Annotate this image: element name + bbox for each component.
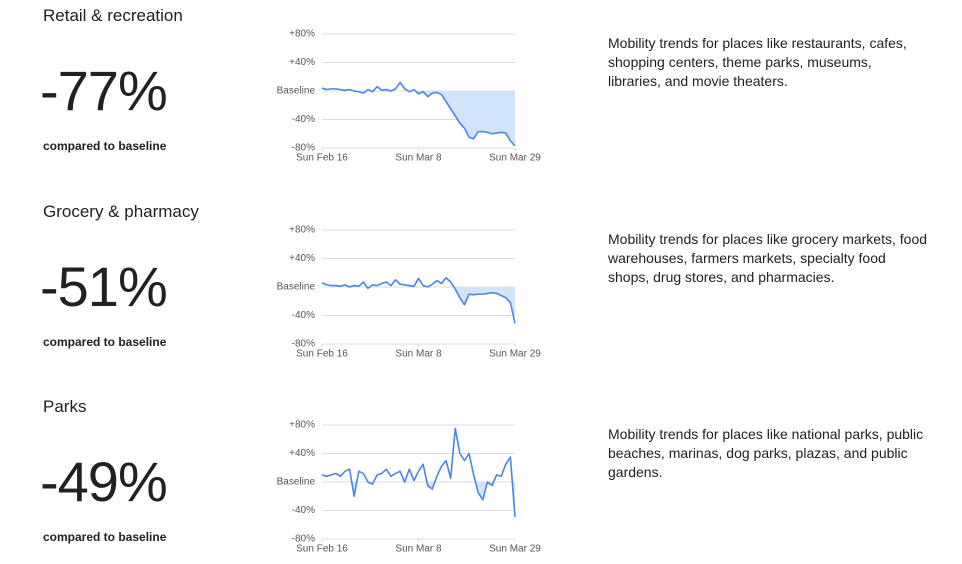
section-title: Grocery & pharmacy xyxy=(43,201,199,221)
y-tick-label: +80% xyxy=(289,420,315,431)
y-tick-label: +80% xyxy=(289,224,315,235)
y-tick-label: +40% xyxy=(289,57,315,68)
description: Mobility trends for places like national… xyxy=(608,426,924,480)
description: Mobility trends for places like grocery … xyxy=(608,230,928,285)
x-tick-label: Sun Mar 29 xyxy=(489,348,541,359)
chart: +80% +40% Baseline -40% -80%Sun Feb 16 Sun Ma… xyxy=(277,420,542,555)
headline-value: -51% xyxy=(40,254,168,318)
headline-value: -77% xyxy=(40,59,168,122)
x-tick-label: Sun Mar 29 xyxy=(489,153,541,164)
section-title: Parks xyxy=(43,397,87,416)
y-tick-label: +80% xyxy=(289,29,315,40)
x-tick-label: Sun Mar 8 xyxy=(395,153,442,164)
area xyxy=(322,286,515,323)
y-tick-label: -40% xyxy=(292,505,315,516)
x-tick-label: Sun Feb 16 xyxy=(296,153,348,164)
headline-subtitle: compared to baseline xyxy=(43,334,167,349)
line xyxy=(321,81,516,147)
y-tick-label: -40% xyxy=(292,114,315,125)
x-tick-label: Sun Feb 16 xyxy=(296,544,348,555)
area xyxy=(322,91,515,146)
x-tick-label: Sun Feb 16 xyxy=(296,348,348,359)
chart: +80% +40% Baseline -40% -80%Sun Feb 16 Sun Ma… xyxy=(277,29,542,164)
x-tick-label: Sun Mar 8 xyxy=(395,544,442,555)
section-title: Retail & recreation xyxy=(43,6,183,25)
y-tick-label: Baseline xyxy=(277,86,316,97)
y-tick-label: -80% xyxy=(292,143,315,154)
line xyxy=(321,276,516,324)
chart: +80% +40% Baseline -40% -80%Sun Feb 16 Sun Ma… xyxy=(277,224,542,359)
y-tick-label: -80% xyxy=(292,534,315,545)
y-tick-label: +40% xyxy=(289,448,315,459)
headline-subtitle: compared to baseline xyxy=(43,530,167,544)
headline-value: -49% xyxy=(40,450,168,513)
y-tick-label: Baseline xyxy=(277,477,316,488)
headline-subtitle: compared to baseline xyxy=(43,139,167,153)
y-tick-label: Baseline xyxy=(277,281,316,292)
line xyxy=(321,427,516,517)
x-tick-label: Sun Mar 29 xyxy=(489,544,541,555)
y-tick-label: -40% xyxy=(292,310,315,321)
description: Mobility trends for places like restaura… xyxy=(608,35,907,89)
y-tick-label: +40% xyxy=(289,253,315,264)
y-tick-label: -80% xyxy=(292,338,315,349)
x-tick-label: Sun Mar 8 xyxy=(395,348,442,359)
